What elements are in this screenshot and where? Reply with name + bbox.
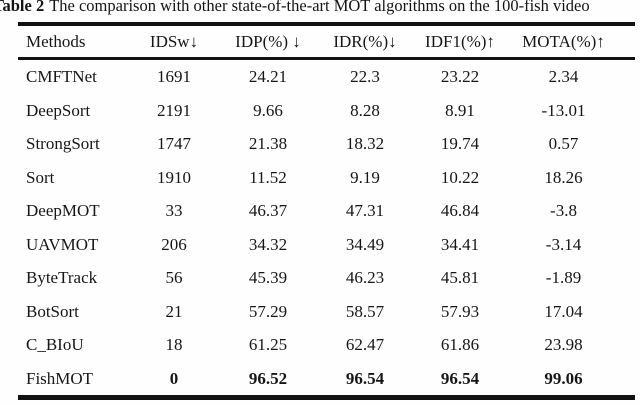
table-caption-label: Table 2 [0, 0, 45, 15]
table-cell: 46.23 [345, 268, 385, 288]
table-cell: 56 [165, 268, 183, 288]
table-cell: 46.37 [248, 201, 288, 221]
table-cell: 19.74 [440, 134, 480, 154]
table-cell: 206 [161, 234, 187, 254]
table-cell: 1691 [157, 67, 191, 87]
column-header-methods: Methods [26, 32, 86, 51]
method-name: ByteTrack [26, 268, 98, 288]
table-cell: 10.22 [440, 167, 480, 187]
table-cell: 1747 [157, 134, 191, 154]
table-cell: -1.89 [545, 268, 582, 288]
table-cell: 23.22 [440, 67, 480, 87]
table-cell: 2191 [157, 100, 191, 120]
table-cell: 2.34 [548, 67, 579, 87]
table-cell: 18.26 [544, 167, 583, 187]
table-caption-text: The comparison with other state-of-the-a… [49, 0, 590, 15]
table-cell: -3.14 [545, 234, 582, 254]
table-cell: 34.41 [440, 234, 480, 254]
method-name: Sort [26, 167, 55, 187]
column-header-mota: MOTA(%)↑ [522, 32, 605, 51]
table-cell: 96.52 [248, 368, 288, 388]
column-header-idp: IDP(%) ↓ [235, 32, 301, 51]
table-cell: 96.54 [440, 368, 480, 388]
table-cell: 9.19 [350, 167, 380, 187]
table-cell: 23.98 [544, 335, 583, 355]
column-header-idf1: IDF1(%)↑ [425, 32, 495, 51]
table-cell: 45.39 [248, 268, 288, 288]
table-caption: Table 2 The comparison with other state-o… [0, 0, 590, 16]
method-name: StrongSort [26, 134, 100, 154]
method-name: CMFTNet [26, 67, 97, 87]
table-header-rule [18, 57, 635, 60]
table-cell: 9.66 [253, 100, 283, 120]
table-cell: 0 [169, 368, 179, 388]
table-cell: 57.93 [440, 301, 480, 321]
table-row: CMFTNet 1691 24.21 22.3 23.22 2.34 [18, 60, 635, 94]
table-cell: 99.06 [544, 368, 583, 388]
table-cell: 22.3 [350, 67, 380, 87]
table-cell: 61.86 [440, 335, 480, 355]
column-header-idsw: IDSw↓ [149, 32, 199, 51]
table-cell: 1910 [157, 167, 191, 187]
table-top-rule [18, 22, 635, 26]
method-name: FishMOT [26, 368, 94, 388]
table-header-row: Methods IDSw↓ IDP(%) ↓ IDR(%)↓ IDF1(%)↑ … [18, 26, 635, 57]
column-header-idr: IDR(%)↓ [333, 32, 397, 51]
table-cell: 62.47 [345, 335, 385, 355]
table-cell: 18.32 [345, 134, 385, 154]
table-cell: 24.21 [248, 67, 288, 87]
table-cell: 47.31 [345, 201, 385, 221]
table-cell: 57.29 [248, 301, 288, 321]
method-name: BotSort [26, 301, 79, 321]
table-cell: 33 [165, 201, 183, 221]
table-cell: 18 [165, 335, 183, 355]
table-cell: 21 [165, 301, 183, 321]
table-bottom-rule [18, 395, 635, 400]
table-row-fishmot: FishMOT 0 96.52 96.54 96.54 99.06 [18, 362, 635, 396]
table-cell: 8.91 [445, 100, 475, 120]
table-cell: 45.81 [440, 268, 480, 288]
table-cell: -13.01 [541, 100, 586, 120]
method-name: UAVMOT [26, 234, 99, 254]
table-cell: 21.38 [248, 134, 288, 154]
table-cell: 11.52 [249, 167, 287, 187]
table-row: UAVMOT 206 34.32 34.49 34.41 -3.14 [18, 228, 635, 262]
table-cell: 58.57 [345, 301, 385, 321]
table-row: DeepSort 2191 9.66 8.28 8.91 -13.01 [18, 94, 635, 128]
table-row: BotSort 21 57.29 58.57 57.93 17.04 [18, 295, 635, 329]
table-row: Sort 1910 11.52 9.19 10.22 18.26 [18, 161, 635, 195]
table-row: C_BIoU 18 61.25 62.47 61.86 23.98 [18, 328, 635, 362]
table-cell: 34.32 [248, 234, 288, 254]
table-cell: 17.04 [544, 301, 583, 321]
table-cell: 46.84 [440, 201, 480, 221]
table-row: StrongSort 1747 21.38 18.32 19.74 0.57 [18, 127, 635, 161]
table-cell: 34.49 [345, 234, 385, 254]
method-name: C_BIoU [26, 335, 84, 355]
method-name: DeepMOT [26, 201, 100, 221]
method-name: DeepSort [26, 100, 91, 120]
table-cell: 8.28 [350, 100, 380, 120]
comparison-table: Methods IDSw↓ IDP(%) ↓ IDR(%)↓ IDF1(%)↑ … [18, 22, 635, 400]
table-cell: -3.8 [550, 201, 577, 221]
table-cell: 96.54 [345, 368, 385, 388]
table-row: DeepMOT 33 46.37 47.31 46.84 -3.8 [18, 194, 635, 228]
table-row: ByteTrack 56 45.39 46.23 45.81 -1.89 [18, 261, 635, 295]
table-cell: 0.57 [548, 134, 579, 154]
table-cell: 61.25 [248, 335, 288, 355]
